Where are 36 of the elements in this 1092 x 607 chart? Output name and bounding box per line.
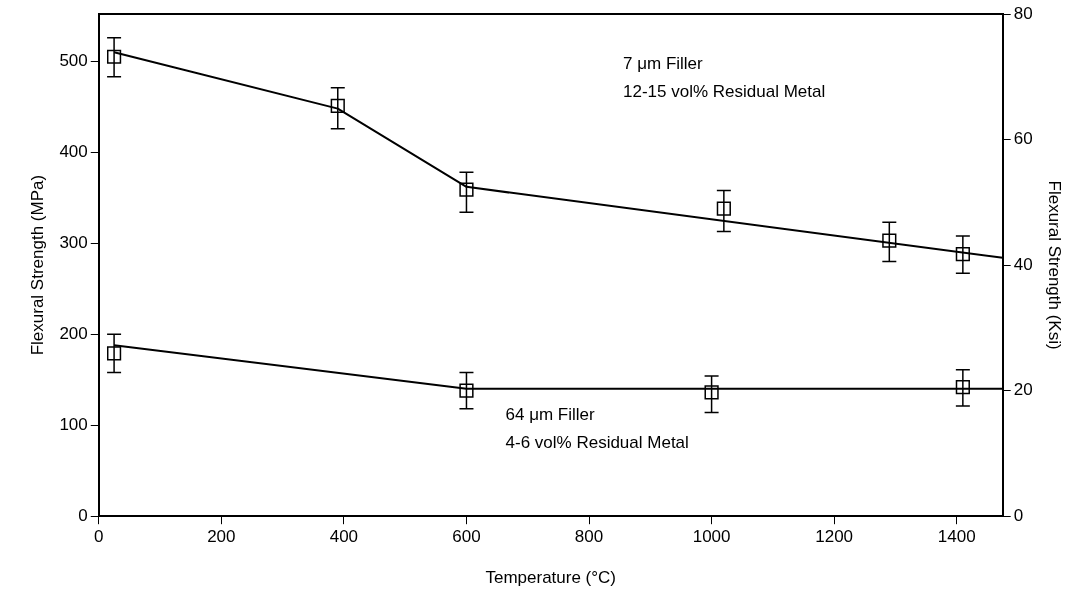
point bbox=[106, 346, 122, 361]
x-axis-title: Temperature (°C) bbox=[485, 568, 617, 588]
point bbox=[459, 182, 474, 197]
x-tick-label: 200 bbox=[207, 527, 236, 547]
point bbox=[716, 201, 731, 216]
y2-tick-label: 40 bbox=[1013, 254, 1033, 274]
annotation: 64 μm Filler bbox=[505, 405, 596, 425]
y-tick-label: 200 bbox=[59, 323, 88, 343]
y-tick-label: 300 bbox=[59, 232, 88, 252]
point bbox=[955, 247, 970, 262]
point bbox=[955, 379, 970, 395]
y2-tick-label: 0 bbox=[1013, 505, 1024, 525]
y2-axis-title: Flexural Strength (Ksi) bbox=[1045, 180, 1065, 350]
point bbox=[106, 49, 122, 64]
point bbox=[882, 233, 897, 248]
y-tick-label: 400 bbox=[59, 141, 88, 161]
y-tick-label: 500 bbox=[59, 51, 88, 70]
annotation: 7 μm Filler bbox=[623, 53, 704, 73]
y-axis-title: Flexural Strength (MPa) bbox=[27, 174, 47, 356]
x-tick-label: 1200 bbox=[815, 527, 854, 547]
point bbox=[704, 385, 719, 400]
point bbox=[459, 383, 474, 398]
y2-tick-label: 20 bbox=[1013, 380, 1033, 400]
y-tick-label: 0 bbox=[78, 505, 88, 525]
annotation: 12-15 vol% Residual Metal bbox=[623, 81, 826, 101]
y2-tick-label: 80 bbox=[1013, 3, 1033, 23]
x-tick-label: 0 bbox=[94, 527, 104, 547]
x-tick-label: 400 bbox=[329, 527, 359, 547]
x-tick-label: 1000 bbox=[692, 527, 731, 547]
x-tick-label: 600 bbox=[452, 527, 481, 547]
x-tick-label: 1400 bbox=[937, 527, 976, 547]
point bbox=[330, 98, 345, 113]
y2-tick-label: 60 bbox=[1013, 129, 1033, 149]
x-tick-label: 800 bbox=[574, 527, 604, 547]
y-tick-label: 100 bbox=[59, 414, 88, 434]
annotation: 4-6 vol% Residual Metal bbox=[505, 433, 689, 453]
